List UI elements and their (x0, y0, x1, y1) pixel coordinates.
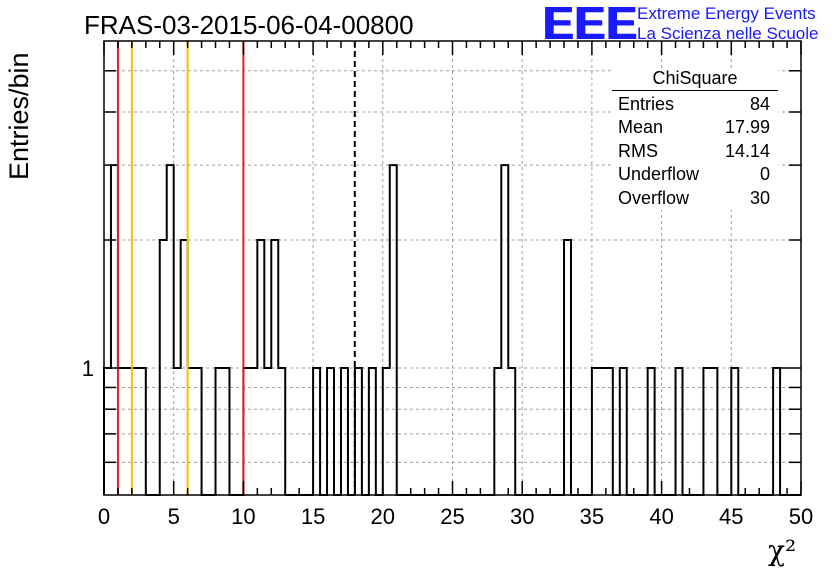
histogram-bin (327, 368, 334, 495)
x-tick-label: 40 (649, 504, 673, 529)
histogram-bin (773, 368, 780, 495)
y-tick-label: 1 (82, 356, 94, 381)
stats-row-mean: Mean 17.99 (612, 116, 778, 139)
stats-value: 17.99 (724, 117, 770, 138)
stats-title: ChiSquare (612, 68, 778, 91)
histogram-bin (257, 240, 264, 495)
histogram-bin (383, 368, 390, 495)
histogram-bin (369, 368, 376, 495)
chart-title: FRAS-03-2015-06-04-00800 (84, 10, 414, 40)
logo-line-2: La Scienza nelle Scuole (637, 24, 819, 43)
stats-row-rms: RMS 14.14 (612, 140, 778, 163)
histogram-bin (188, 368, 195, 495)
eee-logo: EEE (543, 0, 639, 49)
histogram-bin (703, 368, 710, 495)
histogram-bin (111, 165, 118, 495)
stats-label: Overflow (618, 187, 690, 208)
x-tick-label: 0 (98, 504, 110, 529)
histogram-bin (508, 368, 515, 495)
x-axis-label: χ² (768, 534, 797, 567)
x-tick-label: 20 (371, 504, 395, 529)
histogram-bin (132, 368, 139, 495)
histogram-bin (264, 368, 271, 495)
stats-value: 84 (749, 94, 770, 114)
histogram-bin (181, 240, 188, 495)
histogram-bin (216, 368, 223, 495)
histogram-bin (606, 368, 613, 495)
stats-value: 30 (749, 187, 770, 208)
histogram-bin (195, 368, 202, 495)
x-tick-label: 50 (789, 504, 813, 529)
histogram-bin (222, 368, 229, 495)
histogram-bin (390, 165, 397, 495)
histogram-bin (278, 368, 285, 495)
histogram-bin (564, 240, 571, 495)
histogram-bin (160, 240, 167, 495)
x-tick-label: 30 (510, 504, 534, 529)
stats-label: Underflow (618, 164, 700, 185)
histogram-bin (648, 368, 655, 495)
histogram-bin (250, 368, 257, 495)
histogram-bin (125, 368, 132, 495)
histogram-bin (271, 240, 278, 495)
x-tick-label: 35 (580, 504, 604, 529)
stats-label: RMS (618, 140, 658, 161)
stats-value: 14.14 (724, 140, 770, 161)
stats-label: Mean (618, 117, 664, 138)
y-axis-label: Entries/bin (4, 52, 34, 180)
x-tick-label: 5 (168, 504, 180, 529)
histogram-bin (118, 368, 125, 495)
histogram-bin (167, 165, 174, 495)
histogram-bin (731, 368, 738, 495)
histogram-bin (592, 368, 599, 495)
histogram-bin (710, 368, 717, 495)
histogram-bin (341, 368, 348, 495)
logo-line-1: Extreme Energy Events (637, 4, 816, 23)
x-tick-label: 15 (301, 504, 325, 529)
histogram-bin (243, 368, 250, 495)
stats-label: Entries (618, 94, 675, 114)
axes: 0 5 10 15 20 25 30 35 40 45 50 1 (82, 40, 813, 529)
histogram-bin (676, 368, 683, 495)
stats-box: ChiSquare Entries 84 Mean 17.99 RMS 14.1… (612, 68, 778, 210)
stats-value: 0 (759, 164, 770, 185)
histogram-bin (494, 368, 501, 495)
x-tick-label: 45 (719, 504, 743, 529)
histogram-bin (355, 368, 362, 495)
x-tick-label: 10 (231, 504, 255, 529)
histogram-bin (174, 368, 181, 495)
x-tick-label: 25 (440, 504, 464, 529)
stats-row-overflow: Overflow 30 (612, 187, 778, 210)
stats-row-entries: Entries 84 (612, 93, 778, 116)
histogram-bin (139, 368, 146, 495)
histogram-bin (501, 165, 508, 495)
histogram-bin (620, 368, 627, 495)
histogram-bin (313, 368, 320, 495)
reference-lines (116, 41, 356, 495)
stats-row-underflow: Underflow 0 (612, 163, 778, 186)
histogram-bin (599, 368, 606, 495)
